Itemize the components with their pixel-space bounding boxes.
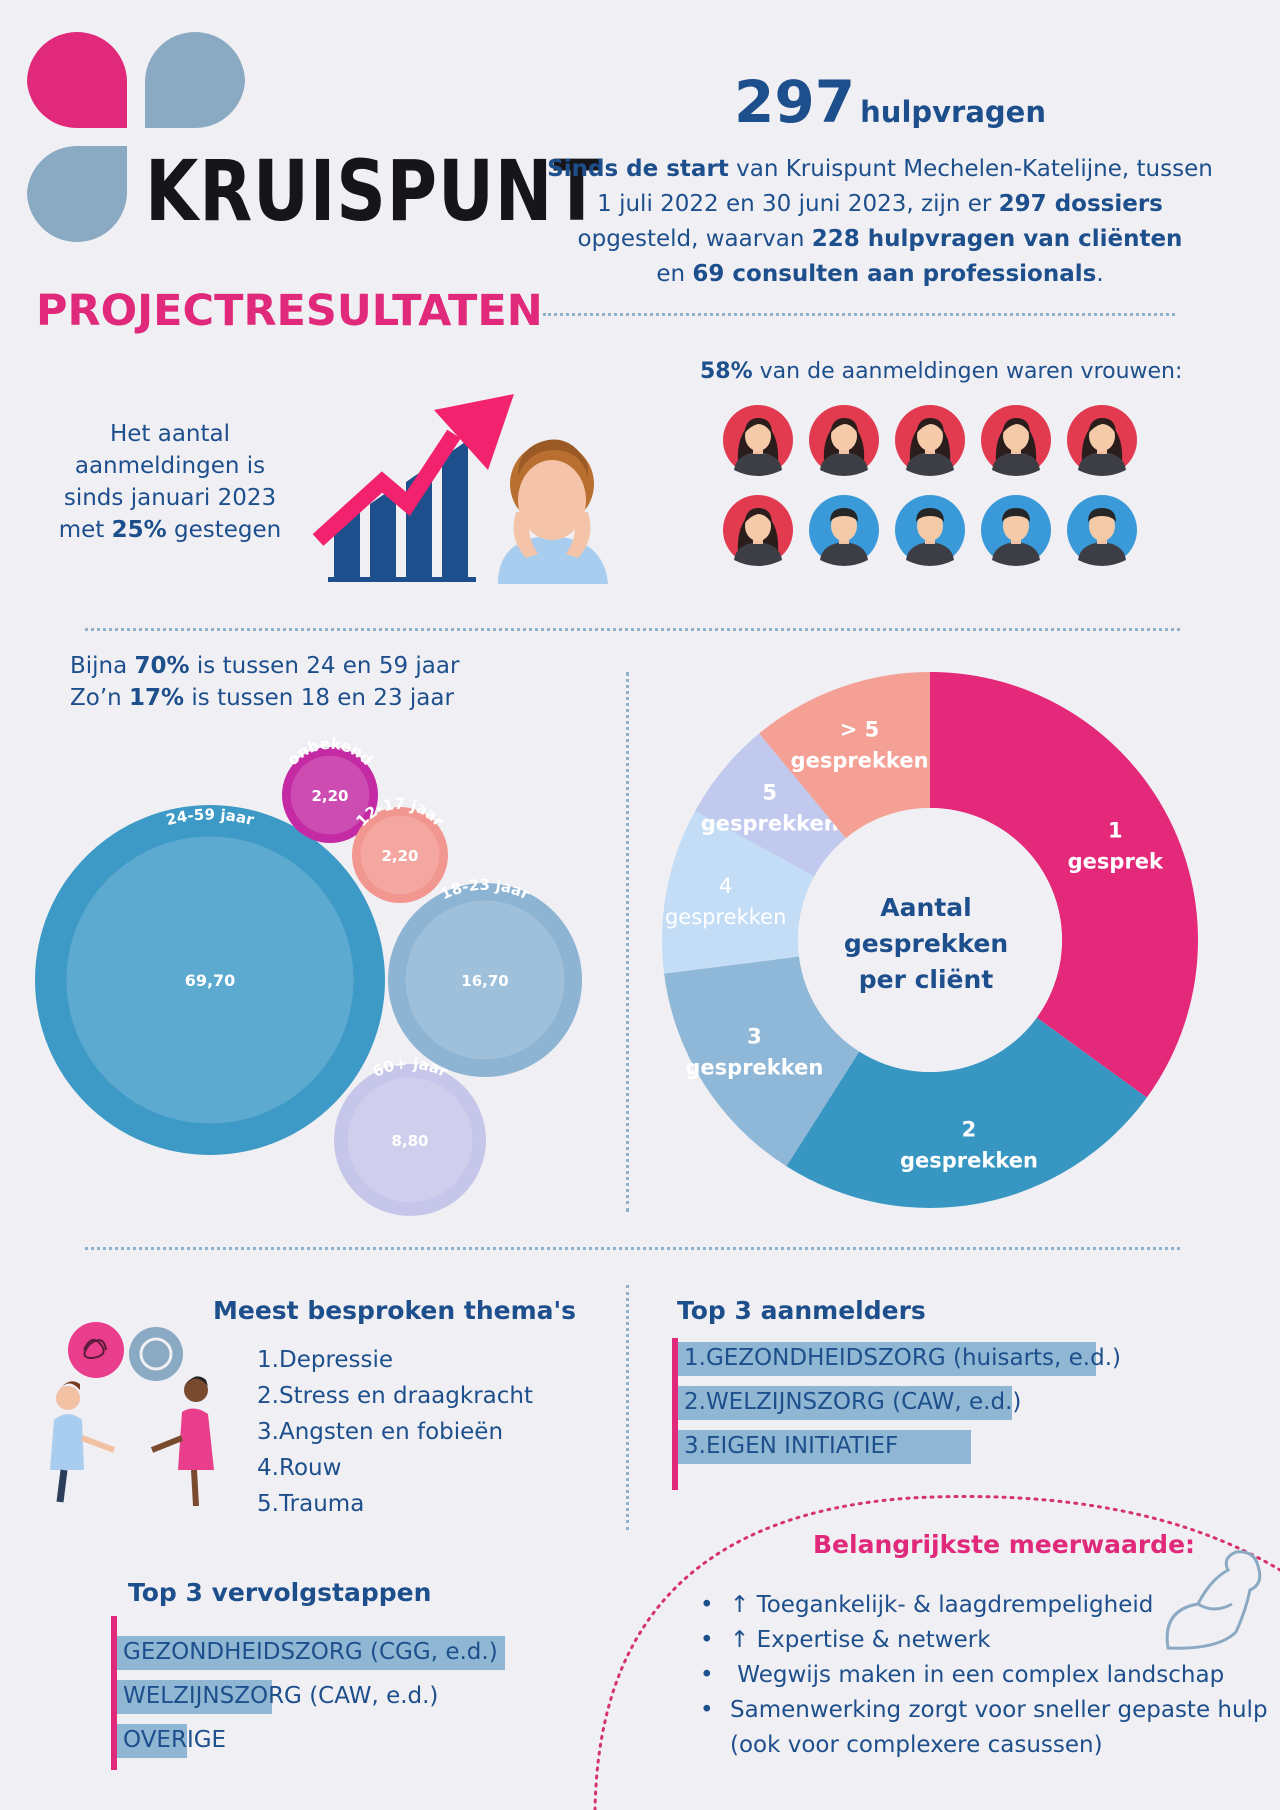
list-item: 1.Depressie [257,1347,394,1373]
intro-paragraph: Sinds de start van Kruispunt Mechelen-Ka… [547,156,1213,287]
ranking-bar-label: WELZIJNSZORG (CAW, e.d.) [123,1683,439,1709]
added-value-list: • ↑ Toegankelijk- & laagdrempeligheid • ↑ … [700,1588,1268,1763]
bubble-category-label: 24-59 jaar [164,806,256,830]
added-value-title: Belangrijkste meerwaarde: [813,1530,1196,1559]
ranking-bar [117,1724,187,1758]
growth-arrow-icon [312,394,514,546]
woman-icon [723,405,793,476]
growth-text: Het aantal aanmeldingen is sinds januari… [58,421,282,543]
woman-icon [1067,405,1137,476]
kruispunt-logo: KRUISPUNT [27,32,600,242]
donut-slice [759,672,930,839]
divider [85,1247,1180,1250]
ranking-bar [678,1430,971,1464]
donut-slice-label: 3 gesprekken [685,1024,823,1079]
list-item: (ook voor complexere casussen) [730,1732,1103,1758]
next-steps-rule [111,1616,117,1770]
ranking-bar [117,1680,272,1714]
total-count-unit: hulpvragen [860,95,1046,129]
man-icon [1067,495,1137,566]
list-item: • ↑ Expertise & netwerk [700,1627,991,1653]
page-title: PROJECTRESULTATEN [36,286,543,336]
list-item: 2.Stress en draagkracht [257,1383,533,1409]
people-talking-icon [50,1376,214,1507]
man-icon [809,495,879,566]
donut-slice-label: 4 gesprekken [665,874,786,929]
flexed-arm-icon [1165,1550,1262,1650]
donut-slice [664,956,860,1167]
conversations-donut-chart: 1 gesprek 2 gesprekken 3 gesprekken 4 gesprekke… [662,672,1198,1208]
dotted-arc [593,1495,1280,1810]
donut-slice-label: 2 gesprekken [900,1117,1038,1172]
man-icon [895,495,965,566]
gender-icon-grid [722,404,1142,584]
divider [85,628,1180,631]
themes-title: Meest besproken thema's [213,1296,577,1325]
donut-center-title: Aantal gesprekken per cliënt [844,893,1008,994]
ranking-bar-label: 3.EIGEN INITIATIEF [684,1433,899,1459]
thought-bubble-icon [68,1322,183,1381]
donut-slice-label: 5 gesprekken [701,780,839,835]
ranking-bar [117,1636,505,1670]
bubble-value-label: 69,70 [185,971,236,990]
donut-slice-label: > 5 gesprekken [791,717,929,772]
age-statement: Bijna 70% is tussen 24 en 59 jaar Zo’n 1… [70,653,460,711]
divider [543,313,1175,316]
ranking-bar-label: 1.GEZONDHEIDSZORG (huisarts, e.d.) [684,1345,1121,1371]
donut-slice [930,672,1198,1098]
total-requests: 297 hulpvragen [700,68,1080,138]
total-count: 297 [733,68,856,136]
woman-icon [895,405,965,476]
referrers-title: Top 3 aanmelders [677,1296,926,1325]
bubble-value-label: 16,70 [461,972,508,990]
list-item: • Samenwerking zorgt voor sneller gepaste… [700,1697,1268,1723]
list-item: • ↑ Toegankelijk- & laagdrempeligheid [700,1592,1154,1618]
divider-vertical [626,672,629,1212]
bubble-value-label: 2,20 [311,787,348,805]
logo-mark [27,32,245,242]
themes-list: 1.Depressie 2.Stress en draagkracht 3.An… [257,1342,533,1522]
woman-icon [723,495,793,566]
referrers-rule [672,1338,678,1490]
donut-slice [786,1017,1147,1208]
ranking-bar-label: OVERIGE [123,1727,227,1753]
worried-person-icon [498,439,608,584]
ranking-bar [678,1342,1096,1376]
list-item: 3.Angsten en fobieën [257,1419,504,1445]
logo-wordmark: KRUISPUNT [145,142,602,240]
women-statement: 58% van de aanmeldingen waren vrouwen: [700,359,1183,384]
divider-vertical [626,1285,629,1530]
ranking-bar [678,1386,1012,1420]
next-steps-title: Top 3 vervolgstappen [128,1578,432,1607]
list-item: 5.Trauma [257,1491,365,1517]
list-item: 4.Rouw [257,1455,342,1481]
donut-slice-label: 1 gesprek [1068,819,1164,874]
conversation-illustration [50,1322,214,1507]
growth-illustration [312,394,608,584]
woman-icon [981,405,1051,476]
woman-icon [809,405,879,476]
bubble-value-label: 2,20 [381,847,418,865]
donut-slice [695,733,846,877]
ranking-bar-label: 2.WELZIJNSZORG (CAW, e.d.) [684,1389,1022,1415]
bubble-24-59-jaar: 69,70 24-59 jaar [35,805,385,1155]
ranking-bar-label: GEZONDHEIDSZORG (CGG, e.d.) [123,1639,498,1665]
man-icon [981,495,1051,566]
donut-slice [662,810,815,974]
bubble-value-label: 8,80 [391,1132,428,1150]
list-item: • Wegwijs maken in een complex landschap [700,1662,1225,1688]
